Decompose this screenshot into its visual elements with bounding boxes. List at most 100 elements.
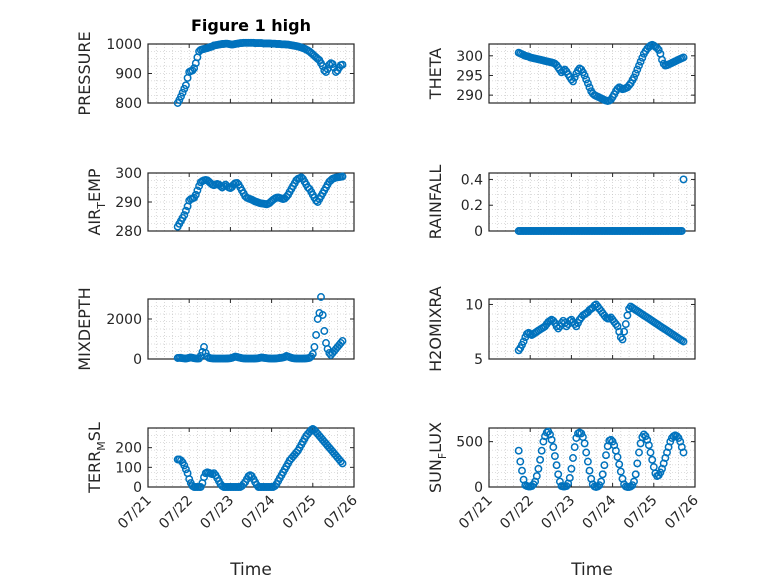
data-point <box>656 468 665 477</box>
x-tick-label: 07/24 <box>239 492 279 532</box>
series-terr-msl <box>173 425 347 491</box>
series-sun-flux <box>514 427 688 491</box>
y-tick-label: 300 <box>115 166 142 182</box>
data-point <box>577 429 586 438</box>
data-point <box>536 455 545 464</box>
y-tick-label: 300 <box>456 49 483 65</box>
data-point <box>679 53 688 62</box>
data-point <box>338 60 347 69</box>
data-point <box>636 57 645 66</box>
data-point <box>516 457 525 466</box>
chart-title: Figure 1 high <box>191 16 311 35</box>
x-tick-label: 07/25 <box>280 493 320 533</box>
y-tick-label: 0.4 <box>461 172 483 188</box>
x-tick-label: 07/21 <box>456 493 496 533</box>
data-point <box>549 443 558 452</box>
series-h2omixra <box>514 300 688 355</box>
y-tick-label: 295 <box>456 68 483 84</box>
data-point <box>621 320 630 329</box>
panel-air-temp: 280 290 300 AIRTEMP <box>85 166 355 240</box>
data-point <box>336 457 345 466</box>
data-point <box>320 327 329 335</box>
data-point <box>631 69 640 78</box>
data-point <box>582 75 591 84</box>
data-point <box>312 331 321 339</box>
grid-rainfall <box>488 172 696 232</box>
panel-pressure: 800 900 1000 Figure 1 high PRESSURE <box>75 16 355 116</box>
data-point <box>630 73 638 82</box>
panel-rainfall: 0 0.2 0.4 RAINFALL <box>426 165 696 240</box>
data-point <box>547 435 556 444</box>
data-point <box>537 446 546 455</box>
data-point <box>569 454 577 462</box>
data-point <box>180 211 189 220</box>
series-pressure <box>173 38 347 107</box>
data-point <box>623 311 632 320</box>
series-air-temp <box>173 172 347 231</box>
data-point <box>181 81 190 90</box>
y-tick-label: 100 <box>115 460 142 476</box>
x-tick-label: 07/23 <box>538 493 578 533</box>
data-point <box>570 443 579 452</box>
data-point <box>550 452 559 461</box>
y-tick-label: 800 <box>115 96 142 112</box>
data-point <box>574 66 582 75</box>
data-point <box>677 227 686 235</box>
data-point <box>178 88 187 97</box>
data-point <box>613 453 622 461</box>
axes-box-h2omixra <box>488 298 696 360</box>
data-point <box>317 293 325 301</box>
data-point <box>565 473 574 482</box>
x-tick-label: 07/26 <box>321 492 361 532</box>
y-tick-label: 290 <box>456 88 483 104</box>
y-tick-label: 0 <box>474 480 483 496</box>
data-point <box>338 337 347 345</box>
y-axis-label-h2omixra: H2OMIXRA <box>426 286 445 372</box>
x-tick-label: 07/22 <box>156 493 196 533</box>
data-point <box>185 475 194 484</box>
series-mixdepth <box>173 293 347 363</box>
data-point <box>616 467 625 476</box>
data-point <box>338 172 347 181</box>
x-tick-label: 07/26 <box>662 492 702 532</box>
series-theta <box>514 40 688 105</box>
data-point <box>180 461 189 470</box>
data-point <box>191 190 200 199</box>
data-point <box>554 470 563 479</box>
data-point <box>648 455 657 464</box>
panel-mixdepth: 0 2000 MIXDEPTH <box>75 287 355 371</box>
data-point <box>198 348 207 356</box>
data-point <box>196 483 205 491</box>
data-point <box>679 448 688 457</box>
data-point <box>615 460 624 469</box>
data-point <box>583 79 592 88</box>
data-point <box>658 55 666 64</box>
data-point <box>636 439 645 448</box>
y-tick-label: 500 <box>456 435 483 451</box>
data-point <box>518 466 526 475</box>
data-point <box>567 464 576 473</box>
y-tick-label: 290 <box>115 195 142 211</box>
data-point <box>519 337 528 346</box>
y-axis-label-mixdepth: MIXDEPTH <box>75 287 94 370</box>
data-point <box>308 350 317 358</box>
y-tick-label: 10 <box>465 297 483 313</box>
data-point <box>597 477 606 486</box>
data-point <box>582 448 591 457</box>
series-rainfall <box>514 175 688 235</box>
data-point <box>600 461 609 470</box>
data-point <box>644 441 653 450</box>
data-point <box>569 77 577 86</box>
data-point <box>602 451 610 460</box>
data-point <box>639 430 648 439</box>
data-point <box>190 64 199 73</box>
y-tick-label: 0.2 <box>461 198 483 214</box>
data-point <box>580 71 589 80</box>
data-point <box>514 446 523 455</box>
data-point <box>638 53 647 62</box>
y-tick-label: 5 <box>474 352 483 368</box>
data-point <box>630 477 638 486</box>
data-point <box>336 339 345 347</box>
y-tick-label: 0 <box>133 352 142 368</box>
